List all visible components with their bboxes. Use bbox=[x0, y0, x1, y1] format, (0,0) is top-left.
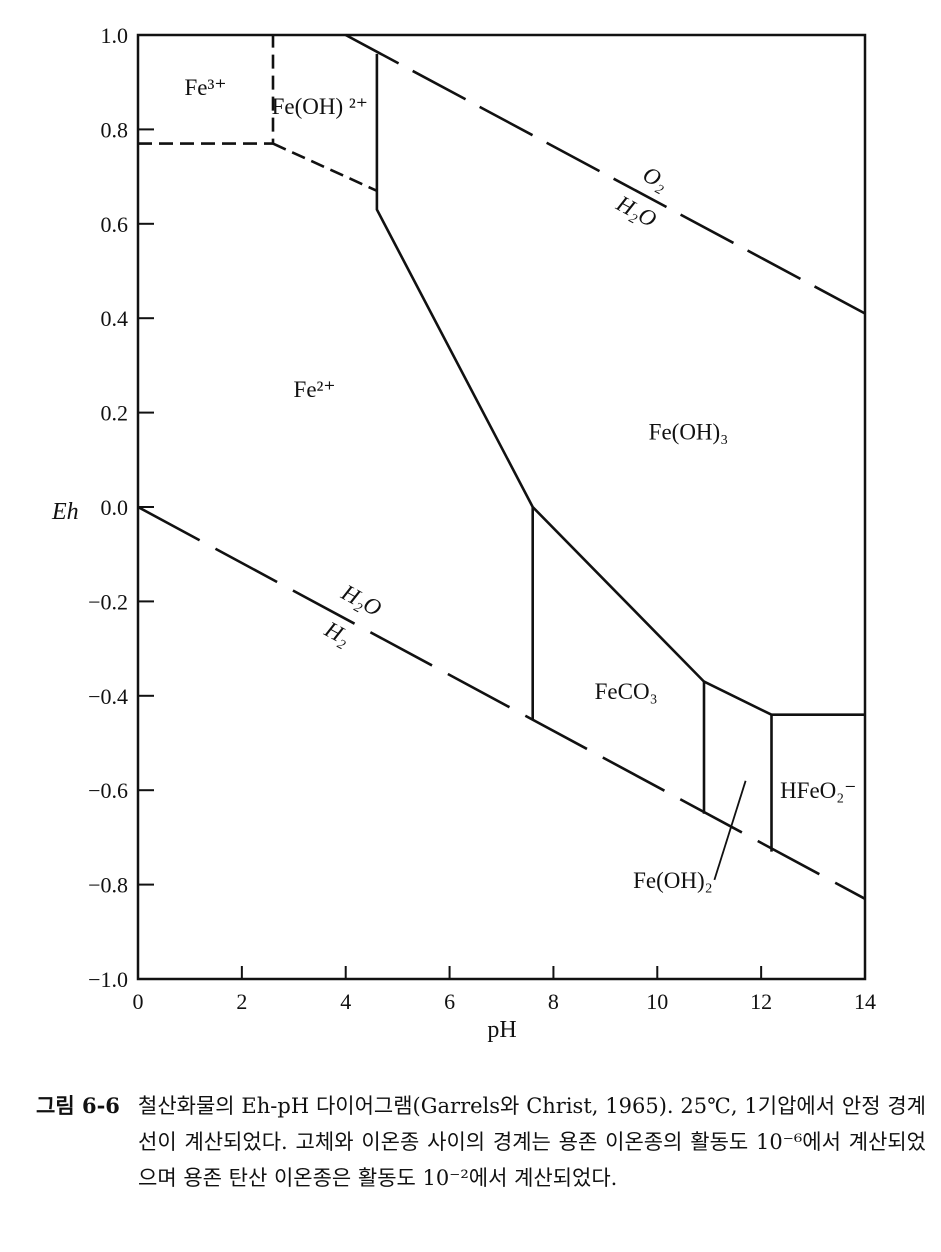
x-tick-label: 14 bbox=[854, 989, 876, 1014]
y-tick-label: 0.8 bbox=[101, 117, 129, 142]
x-tick-label: 0 bbox=[133, 989, 144, 1014]
region-label: Fe(OH) ²⁺ bbox=[272, 94, 368, 119]
y-tick-label: 1.0 bbox=[101, 23, 129, 48]
y-tick-label: −0.6 bbox=[88, 778, 128, 803]
plot-frame bbox=[136, 33, 867, 981]
x-tick-label: 8 bbox=[548, 989, 559, 1014]
y-tick-label: 0.0 bbox=[101, 495, 129, 520]
caption-text: 철산화물의 Eh-pH 다이어그램(Garrels와 Christ, 1965)… bbox=[138, 1094, 926, 1190]
region-label: Fe(OH)₃ bbox=[649, 419, 729, 444]
x-axis-title: pH bbox=[487, 1017, 516, 1043]
region-label: Fe(OH)₂ bbox=[633, 868, 713, 893]
o2-label: O₂ bbox=[639, 162, 673, 196]
water-oxidation-line bbox=[345, 33, 866, 315]
leader-line bbox=[713, 780, 747, 881]
y-tick-label: 0.4 bbox=[101, 306, 129, 331]
dashed-boundary-line bbox=[272, 142, 378, 192]
h2o-lower-label: H₂O bbox=[337, 579, 386, 621]
axis-ticks: 0 2 4 6 8 10 12 14 1.0 0.8 0.6 0.4 0.2 0.0 −0.2 −0.4 −0.… bbox=[88, 23, 876, 1014]
caption-label: 그림 6-6 bbox=[36, 1093, 120, 1118]
y-tick-label: −0.4 bbox=[88, 684, 128, 709]
eh-ph-diagram: 0 2 4 6 8 10 12 14 1.0 0.8 0.6 0.4 0.2 0.0 −0.2 −0.4 −0.… bbox=[51, 23, 876, 1043]
x-tick-label: 2 bbox=[236, 989, 247, 1014]
y-tick-label: −0.8 bbox=[88, 873, 128, 898]
x-tick-label: 12 bbox=[750, 989, 772, 1014]
x-tick-label: 6 bbox=[444, 989, 455, 1014]
y-axis-title: Eh bbox=[51, 499, 79, 525]
y-tick-label: −1.0 bbox=[88, 967, 128, 992]
y-tick-label: 0.2 bbox=[101, 401, 129, 426]
solid-boundary-line bbox=[375, 53, 865, 717]
region-label: Fe²⁺ bbox=[294, 377, 336, 402]
stability-boundaries bbox=[137, 33, 866, 900]
y-tick-label: −0.2 bbox=[88, 589, 128, 614]
x-tick-label: 10 bbox=[646, 989, 668, 1014]
figure-caption: 그림 6-6 철산화물의 Eh-pH 다이어그램(Garrels와 Christ… bbox=[36, 1088, 926, 1196]
region-label: Fe³⁺ bbox=[184, 75, 226, 100]
x-tick-label: 4 bbox=[340, 989, 351, 1014]
y-tick-label: 0.6 bbox=[101, 212, 129, 237]
region-label: FeCO₃ bbox=[595, 679, 658, 704]
h2o-upper-label: H₂O bbox=[612, 190, 661, 232]
region-label: HFeO₂⁻ bbox=[780, 778, 856, 803]
water-reduction-line bbox=[137, 505, 866, 900]
